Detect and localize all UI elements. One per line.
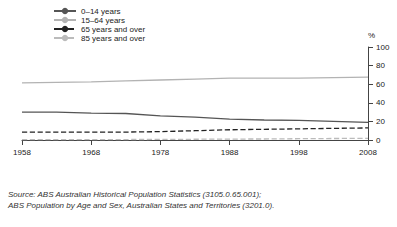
- svg-text:85 years and over: 85 years and over: [81, 34, 145, 43]
- svg-text:ABS Population by Age and Sex,: ABS Population by Age and Sex, Australia…: [7, 201, 274, 210]
- svg-text:0–14 years: 0–14 years: [81, 7, 121, 16]
- svg-text:1998: 1998: [290, 148, 308, 157]
- svg-text:1988: 1988: [221, 148, 239, 157]
- svg-text:100: 100: [376, 43, 390, 52]
- svg-text:2008: 2008: [359, 148, 377, 157]
- svg-text:65 years and over: 65 years and over: [81, 25, 145, 34]
- svg-text:%: %: [368, 31, 375, 40]
- svg-text:80: 80: [376, 61, 385, 70]
- svg-text:40: 40: [376, 98, 385, 107]
- svg-text:60: 60: [376, 80, 385, 89]
- svg-text:1958: 1958: [13, 148, 31, 157]
- svg-text:Source: ABS Australian Histori: Source: ABS Australian Historical Popula…: [8, 190, 261, 199]
- svg-text:15–64 years: 15–64 years: [81, 16, 125, 25]
- svg-text:1978: 1978: [152, 148, 170, 157]
- svg-text:1968: 1968: [82, 148, 100, 157]
- svg-text:0: 0: [376, 136, 381, 145]
- svg-text:20: 20: [376, 117, 385, 126]
